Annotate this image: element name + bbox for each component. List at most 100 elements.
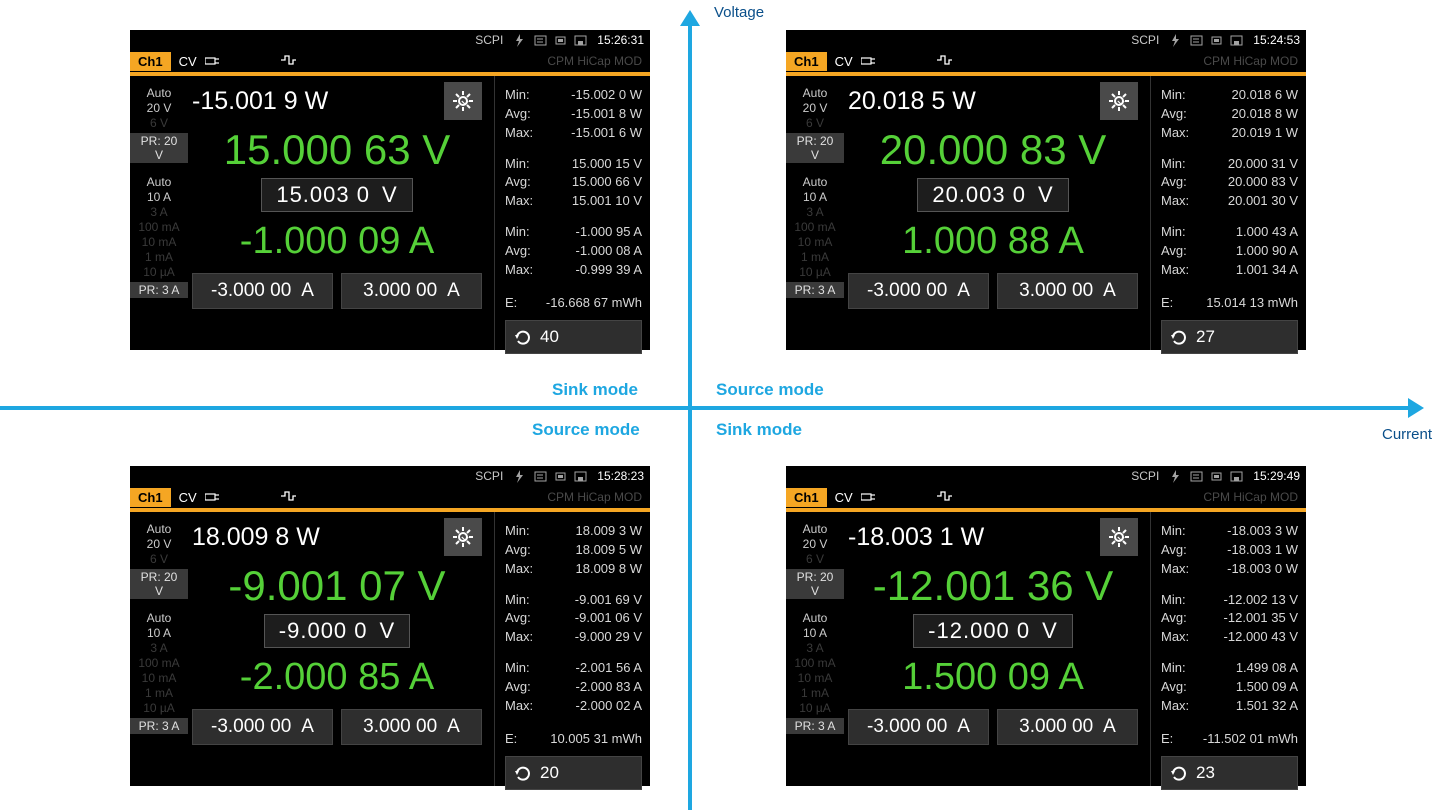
counter-value: 40 xyxy=(540,327,559,347)
stat-min: 18.009 3 W xyxy=(576,522,643,541)
stats-column: Min:-15.002 0 W Avg:-15.001 8 W Max:-15.… xyxy=(494,76,650,350)
voltage-setpoint[interactable]: 20.003 0V xyxy=(917,178,1068,212)
current-limit-neg[interactable]: -3.000 00A xyxy=(848,709,989,745)
v-pr-badge: PR: 20 V xyxy=(786,569,844,599)
v-auto-label: Auto xyxy=(147,86,172,100)
power-readout: -18.003 1 W xyxy=(848,523,984,552)
instrument-panel-tr: SCPI 15:24:53 Ch1 CV CPM HiCap MOD Auto … xyxy=(786,30,1306,350)
current-limit-pos[interactable]: 3.000 00A xyxy=(341,273,482,309)
range-off: 100 mA xyxy=(138,220,179,234)
energy-row: E:-11.502 01 mWh xyxy=(1161,730,1298,749)
current-readout: -1.000 09 A xyxy=(240,220,434,263)
range-off: 1 mA xyxy=(145,686,173,700)
v-auto-label: Auto xyxy=(147,522,172,536)
plug-icon xyxy=(205,491,220,503)
range-off: 10 µA xyxy=(799,265,831,279)
range-off: 3 A xyxy=(150,205,167,219)
instrument-panel-bl: SCPI 15:28:23 Ch1 CV CPM HiCap MOD Auto … xyxy=(130,466,650,786)
stat-min: -15.002 0 W xyxy=(571,86,642,105)
stats-column: Min:18.009 3 W Avg:18.009 5 W Max:18.009… xyxy=(494,512,650,786)
log-icon xyxy=(1189,33,1203,47)
a-pr-badge: PR: 3 A xyxy=(786,718,844,734)
stat-group-a: Min:1.000 43 A Avg:1.000 90 A Max:1.001 … xyxy=(1161,223,1298,280)
counter-value: 20 xyxy=(540,763,559,783)
voltage-readout: 20.000 83 V xyxy=(880,126,1107,174)
channel-bar: Ch1 CV CPM HiCap MOD xyxy=(130,486,650,508)
status-bar: SCPI 15:24:53 xyxy=(786,30,1306,50)
stat-avg: 18.009 5 W xyxy=(576,541,643,560)
lan-icon xyxy=(1229,33,1243,47)
current-limit-neg[interactable]: -3.000 00A xyxy=(192,273,333,309)
range-off: 10 mA xyxy=(798,671,833,685)
current-limit-neg[interactable]: -3.000 00A xyxy=(848,273,989,309)
quad-label-br: Sink mode xyxy=(716,420,802,440)
mode-label: CV xyxy=(171,54,205,69)
usb-icon xyxy=(1209,469,1223,483)
counter-value: 23 xyxy=(1196,763,1215,783)
settings-button[interactable] xyxy=(1100,518,1138,556)
stat-group-a: Min:1.499 08 A Avg:1.500 09 A Max:1.501 … xyxy=(1161,659,1298,716)
stat-min: -9.001 69 V xyxy=(575,591,642,610)
refresh-counter[interactable]: 27 xyxy=(1161,320,1298,354)
plug-icon xyxy=(861,491,876,503)
instrument-panel-br: SCPI 15:29:49 Ch1 CV CPM HiCap MOD Auto … xyxy=(786,466,1306,786)
current-readout: 1.500 09 A xyxy=(902,656,1084,699)
stat-avg: -1.000 08 A xyxy=(576,242,643,261)
mode-label: CV xyxy=(827,54,861,69)
channel-badge[interactable]: Ch1 xyxy=(130,488,171,507)
channel-badge[interactable]: Ch1 xyxy=(786,488,827,507)
current-limit-neg[interactable]: -3.000 00A xyxy=(192,709,333,745)
current-limit-pos[interactable]: 3.000 00A xyxy=(341,709,482,745)
voltage-setpoint[interactable]: 15.003 0V xyxy=(261,178,412,212)
stat-max: 1.001 34 A xyxy=(1236,261,1298,280)
voltage-setpoint[interactable]: -12.000 0V xyxy=(913,614,1073,648)
a-range-on: 10 A xyxy=(147,190,171,204)
a-auto-label: Auto xyxy=(803,175,828,189)
refresh-counter[interactable]: 20 xyxy=(505,756,642,790)
current-limit-pos[interactable]: 3.000 00A xyxy=(997,273,1138,309)
a-pr-badge: PR: 3 A xyxy=(130,718,188,734)
channel-badge[interactable]: Ch1 xyxy=(786,52,827,71)
stat-group-p: Min:-15.002 0 W Avg:-15.001 8 W Max:-15.… xyxy=(505,86,642,143)
v-range-on: 20 V xyxy=(147,101,172,115)
a-auto-label: Auto xyxy=(147,175,172,189)
stat-max: -18.003 0 W xyxy=(1227,560,1298,579)
stat-max: -12.000 43 V xyxy=(1224,628,1298,647)
plug-icon xyxy=(205,55,220,67)
quad-label-tl: Sink mode xyxy=(552,380,638,400)
range-off: 10 mA xyxy=(798,235,833,249)
energy-row: E:15.014 13 mWh xyxy=(1161,294,1298,313)
refresh-counter[interactable]: 40 xyxy=(505,320,642,354)
usb-icon xyxy=(553,33,567,47)
usb-icon xyxy=(553,469,567,483)
current-axis xyxy=(0,406,1410,410)
lan-icon xyxy=(1229,469,1243,483)
range-off: 1 mA xyxy=(145,250,173,264)
settings-button[interactable] xyxy=(444,518,482,556)
channel-badge[interactable]: Ch1 xyxy=(130,52,171,71)
voltage-axis-label: Voltage xyxy=(714,4,764,21)
voltage-readout: 15.000 63 V xyxy=(224,126,451,174)
v-auto-label: Auto xyxy=(803,522,828,536)
settings-button[interactable] xyxy=(444,82,482,120)
a-pr-badge: PR: 3 A xyxy=(786,282,844,298)
lan-icon xyxy=(573,33,587,47)
counter-value: 27 xyxy=(1196,327,1215,347)
stat-group-v: Min:15.000 15 V Avg:15.000 66 V Max:15.0… xyxy=(505,155,642,212)
refresh-icon xyxy=(514,329,530,345)
v-pr-badge: PR: 20 V xyxy=(130,569,188,599)
v-pr-badge: PR: 20 V xyxy=(130,133,188,163)
current-limit-pos[interactable]: 3.000 00A xyxy=(997,709,1138,745)
range-off: 10 mA xyxy=(142,671,177,685)
voltage-setpoint[interactable]: -9.000 0V xyxy=(264,614,410,648)
refresh-counter[interactable]: 23 xyxy=(1161,756,1298,790)
range-column: Auto 20 V 6 V PR: 20 V Auto 10 A 3 A100 … xyxy=(786,76,844,350)
stat-avg: 1.500 09 A xyxy=(1236,678,1298,697)
wave-icon xyxy=(280,54,297,69)
mode-label: CV xyxy=(171,490,205,505)
range-off: 1 mA xyxy=(801,250,829,264)
wave-icon xyxy=(936,490,953,505)
settings-button[interactable] xyxy=(1100,82,1138,120)
stat-avg: -9.001 06 V xyxy=(575,609,642,628)
stats-column: Min:20.018 6 W Avg:20.018 8 W Max:20.019… xyxy=(1150,76,1306,350)
